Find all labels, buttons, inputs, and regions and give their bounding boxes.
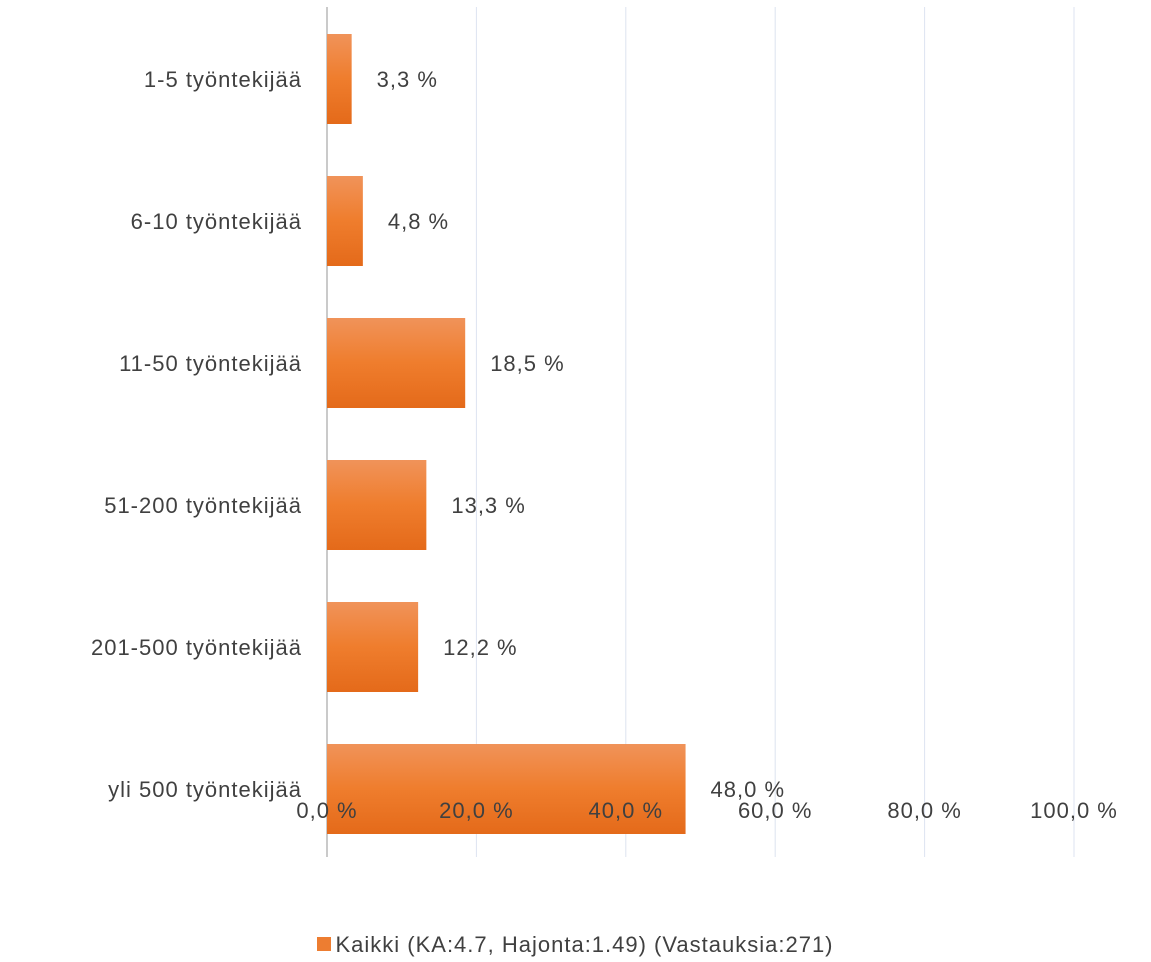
- bar: [327, 318, 466, 408]
- category-label: yli 500 työntekijää: [108, 777, 302, 802]
- legend: Kaikki (KA:4.7, Hajonta:1.49) (Vastauksi…: [0, 932, 1151, 958]
- category-label: 1-5 työntekijää: [144, 67, 302, 92]
- data-label: 13,3 %: [451, 493, 526, 518]
- legend-label: Kaikki (KA:4.7, Hajonta:1.49) (Vastauksi…: [335, 932, 834, 957]
- x-tick-label: 20,0 %: [439, 798, 514, 823]
- gridlines: [326, 7, 1075, 857]
- labels: 0,0 % 20,0 % 40,0 % 60,0 % 80,0 % 100,0 % 1-5 …: [91, 67, 1118, 823]
- data-label: 12,2 %: [443, 635, 518, 660]
- bar: [327, 460, 427, 550]
- x-tick-label: 40,0 %: [589, 798, 664, 823]
- category-label: 11-50 työntekijää: [119, 351, 302, 376]
- bar: [327, 34, 352, 124]
- x-tick-label: 60,0 %: [738, 798, 813, 823]
- data-label: 4,8 %: [388, 209, 449, 234]
- bar: [327, 744, 686, 834]
- category-label: 201-500 työntekijää: [91, 635, 302, 660]
- x-tick-label: 100,0 %: [1030, 798, 1118, 823]
- data-label: 18,5 %: [490, 351, 565, 376]
- x-tick-label: 80,0 %: [887, 798, 962, 823]
- bar: [327, 602, 419, 692]
- category-label: 51-200 työntekijää: [104, 493, 302, 518]
- legend-swatch: [317, 937, 332, 951]
- x-tick-label: 0,0 %: [296, 798, 357, 823]
- bar: [327, 176, 363, 266]
- bars: [327, 34, 686, 834]
- category-label: 6-10 työntekijää: [131, 209, 302, 234]
- data-label: 3,3 %: [377, 67, 438, 92]
- data-label: 48,0 %: [711, 777, 786, 802]
